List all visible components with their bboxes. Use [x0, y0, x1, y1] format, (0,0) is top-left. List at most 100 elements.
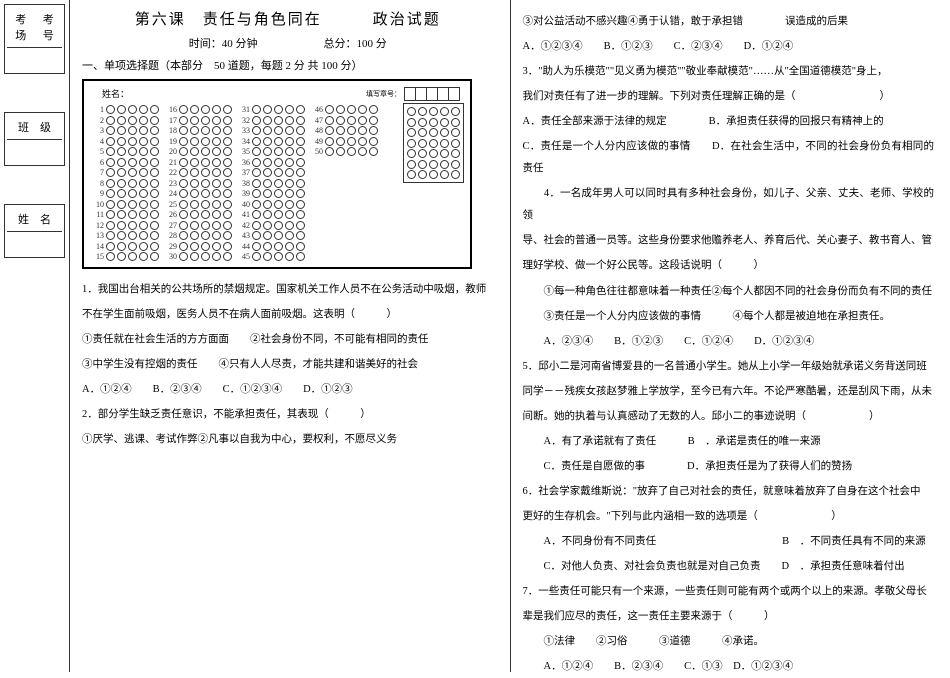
option-bubble[interactable] — [285, 210, 294, 219]
option-bubble[interactable] — [336, 116, 345, 125]
option-bubble[interactable] — [150, 147, 159, 156]
id-bubble[interactable] — [429, 149, 438, 158]
option-bubble[interactable] — [212, 126, 221, 135]
bubble-row[interactable]: 39 — [236, 189, 305, 198]
option-bubble[interactable] — [285, 105, 294, 114]
id-bubble[interactable] — [407, 118, 416, 127]
option-bubble[interactable] — [252, 137, 261, 146]
option-bubble[interactable] — [212, 189, 221, 198]
option-bubble[interactable] — [263, 242, 272, 251]
option-bubble[interactable] — [201, 158, 210, 167]
bubble-row[interactable]: 14 — [90, 242, 159, 251]
option-bubble[interactable] — [179, 137, 188, 146]
id-bubble[interactable] — [429, 118, 438, 127]
id-bubble[interactable] — [451, 118, 460, 127]
option-bubble[interactable] — [139, 252, 148, 261]
option-bubble[interactable] — [139, 210, 148, 219]
option-bubble[interactable] — [179, 242, 188, 251]
option-bubble[interactable] — [325, 137, 334, 146]
option-bubble[interactable] — [336, 147, 345, 156]
option-bubble[interactable] — [296, 231, 305, 240]
option-bubble[interactable] — [117, 168, 126, 177]
option-bubble[interactable] — [252, 179, 261, 188]
option-bubble[interactable] — [252, 116, 261, 125]
id-bubble[interactable] — [407, 149, 416, 158]
option-bubble[interactable] — [139, 116, 148, 125]
option-bubble[interactable] — [263, 179, 272, 188]
option-bubble[interactable] — [296, 179, 305, 188]
option-bubble[interactable] — [150, 210, 159, 219]
option-bubble[interactable] — [263, 221, 272, 230]
option-bubble[interactable] — [252, 200, 261, 209]
option-bubble[interactable] — [223, 126, 232, 135]
id-bubble[interactable] — [407, 139, 416, 148]
option-bubble[interactable] — [212, 210, 221, 219]
option-bubble[interactable] — [190, 242, 199, 251]
option-bubble[interactable] — [285, 242, 294, 251]
option-bubble[interactable] — [128, 126, 137, 135]
bubble-row[interactable]: 21 — [163, 158, 232, 167]
option-bubble[interactable] — [274, 147, 283, 156]
option-bubble[interactable] — [296, 126, 305, 135]
option-bubble[interactable] — [117, 147, 126, 156]
option-bubble[interactable] — [252, 105, 261, 114]
option-bubble[interactable] — [296, 221, 305, 230]
option-bubble[interactable] — [190, 231, 199, 240]
option-bubble[interactable] — [139, 179, 148, 188]
bubble-row[interactable]: 6 — [90, 158, 159, 167]
option-bubble[interactable] — [252, 210, 261, 219]
option-bubble[interactable] — [223, 252, 232, 261]
option-bubble[interactable] — [325, 105, 334, 114]
option-bubble[interactable] — [190, 116, 199, 125]
option-bubble[interactable] — [179, 252, 188, 261]
bubble-row[interactable]: 49 — [309, 137, 378, 146]
option-bubble[interactable] — [150, 158, 159, 167]
option-bubble[interactable] — [285, 252, 294, 261]
option-bubble[interactable] — [369, 116, 378, 125]
option-bubble[interactable] — [274, 179, 283, 188]
option-bubble[interactable] — [201, 252, 210, 261]
id-bubble[interactable] — [407, 160, 416, 169]
option-bubble[interactable] — [106, 189, 115, 198]
bubble-row[interactable]: 32 — [236, 116, 305, 125]
exam-room-blank[interactable] — [7, 47, 62, 67]
name-blank[interactable] — [7, 231, 62, 251]
id-bubble[interactable] — [440, 128, 449, 137]
option-bubble[interactable] — [106, 242, 115, 251]
option-bubble[interactable] — [201, 210, 210, 219]
option-bubble[interactable] — [274, 137, 283, 146]
option-bubble[interactable] — [212, 147, 221, 156]
option-bubble[interactable] — [212, 231, 221, 240]
option-bubble[interactable] — [139, 147, 148, 156]
bubble-row[interactable]: 9 — [90, 189, 159, 198]
option-bubble[interactable] — [190, 147, 199, 156]
option-bubble[interactable] — [369, 126, 378, 135]
option-bubble[interactable] — [252, 126, 261, 135]
option-bubble[interactable] — [201, 116, 210, 125]
option-bubble[interactable] — [285, 179, 294, 188]
option-bubble[interactable] — [263, 116, 272, 125]
option-bubble[interactable] — [325, 116, 334, 125]
option-bubble[interactable] — [179, 168, 188, 177]
option-bubble[interactable] — [150, 137, 159, 146]
option-bubble[interactable] — [274, 210, 283, 219]
option-bubble[interactable] — [347, 137, 356, 146]
option-bubble[interactable] — [139, 189, 148, 198]
bubble-row[interactable]: 45 — [236, 252, 305, 261]
option-bubble[interactable] — [296, 168, 305, 177]
bubble-row[interactable]: 15 — [90, 252, 159, 261]
id-bubble[interactable] — [440, 160, 449, 169]
id-bubble[interactable] — [451, 139, 460, 148]
option-bubble[interactable] — [252, 189, 261, 198]
option-bubble[interactable] — [212, 252, 221, 261]
option-bubble[interactable] — [139, 126, 148, 135]
option-bubble[interactable] — [263, 252, 272, 261]
option-bubble[interactable] — [139, 158, 148, 167]
option-bubble[interactable] — [150, 179, 159, 188]
option-bubble[interactable] — [117, 189, 126, 198]
bubble-row[interactable]: 27 — [163, 221, 232, 230]
option-bubble[interactable] — [212, 179, 221, 188]
option-bubble[interactable] — [223, 221, 232, 230]
option-bubble[interactable] — [139, 105, 148, 114]
option-bubble[interactable] — [106, 231, 115, 240]
